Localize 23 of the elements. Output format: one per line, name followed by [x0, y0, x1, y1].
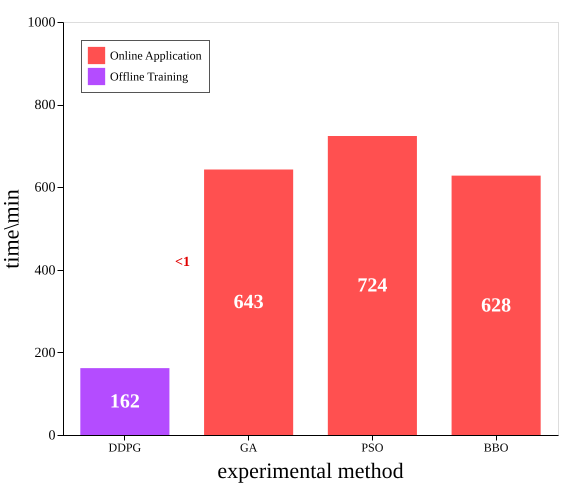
- x-tick-label: DDPG: [108, 440, 142, 454]
- data-label: 628: [481, 294, 512, 316]
- y-tick-label: 200: [34, 346, 56, 361]
- y-tick-label: 400: [34, 263, 56, 278]
- x-axis-title: experimental method: [217, 458, 404, 483]
- bar: [452, 176, 541, 435]
- legend-label: Offline Training: [110, 70, 188, 84]
- x-tick-label: GA: [240, 440, 258, 454]
- y-tick-label: 1000: [28, 16, 56, 30]
- y-tick-label: 0: [48, 428, 56, 444]
- data-label: 724: [357, 274, 388, 296]
- data-label: 643: [234, 291, 264, 314]
- bar: [204, 169, 294, 435]
- data-label: 162: [110, 390, 140, 413]
- annotation: <1: [175, 255, 190, 270]
- y-axis-title: time\min: [0, 189, 24, 269]
- bar: [80, 368, 170, 435]
- x-tick-label: BBO: [484, 440, 509, 454]
- y-tick-label: 600: [34, 180, 56, 196]
- y-tick-label: 800: [34, 98, 56, 114]
- bar: [328, 136, 417, 435]
- legend-label: Online Application: [110, 48, 202, 62]
- x-tick-label: PSO: [361, 440, 384, 454]
